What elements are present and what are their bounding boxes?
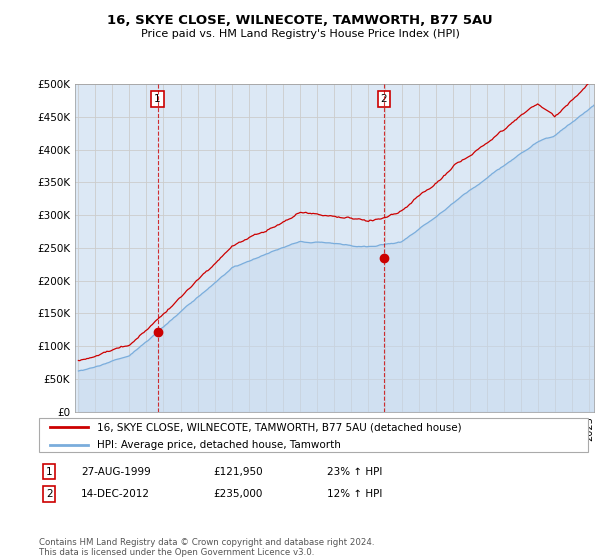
Text: 14-DEC-2012: 14-DEC-2012 bbox=[81, 489, 150, 499]
Text: 16, SKYE CLOSE, WILNECOTE, TAMWORTH, B77 5AU: 16, SKYE CLOSE, WILNECOTE, TAMWORTH, B77… bbox=[107, 14, 493, 27]
FancyBboxPatch shape bbox=[39, 418, 588, 452]
Text: Contains HM Land Registry data © Crown copyright and database right 2024.
This d: Contains HM Land Registry data © Crown c… bbox=[39, 538, 374, 557]
Text: 1: 1 bbox=[46, 466, 53, 477]
Text: £235,000: £235,000 bbox=[213, 489, 262, 499]
Text: 27-AUG-1999: 27-AUG-1999 bbox=[81, 466, 151, 477]
Text: 2: 2 bbox=[381, 94, 388, 104]
Text: 16, SKYE CLOSE, WILNECOTE, TAMWORTH, B77 5AU (detached house): 16, SKYE CLOSE, WILNECOTE, TAMWORTH, B77… bbox=[97, 422, 461, 432]
Text: HPI: Average price, detached house, Tamworth: HPI: Average price, detached house, Tamw… bbox=[97, 440, 341, 450]
Text: 12% ↑ HPI: 12% ↑ HPI bbox=[327, 489, 382, 499]
Text: £121,950: £121,950 bbox=[213, 466, 263, 477]
Text: Price paid vs. HM Land Registry's House Price Index (HPI): Price paid vs. HM Land Registry's House … bbox=[140, 29, 460, 39]
Text: 2: 2 bbox=[46, 489, 53, 499]
Text: 1: 1 bbox=[154, 94, 161, 104]
Text: 23% ↑ HPI: 23% ↑ HPI bbox=[327, 466, 382, 477]
